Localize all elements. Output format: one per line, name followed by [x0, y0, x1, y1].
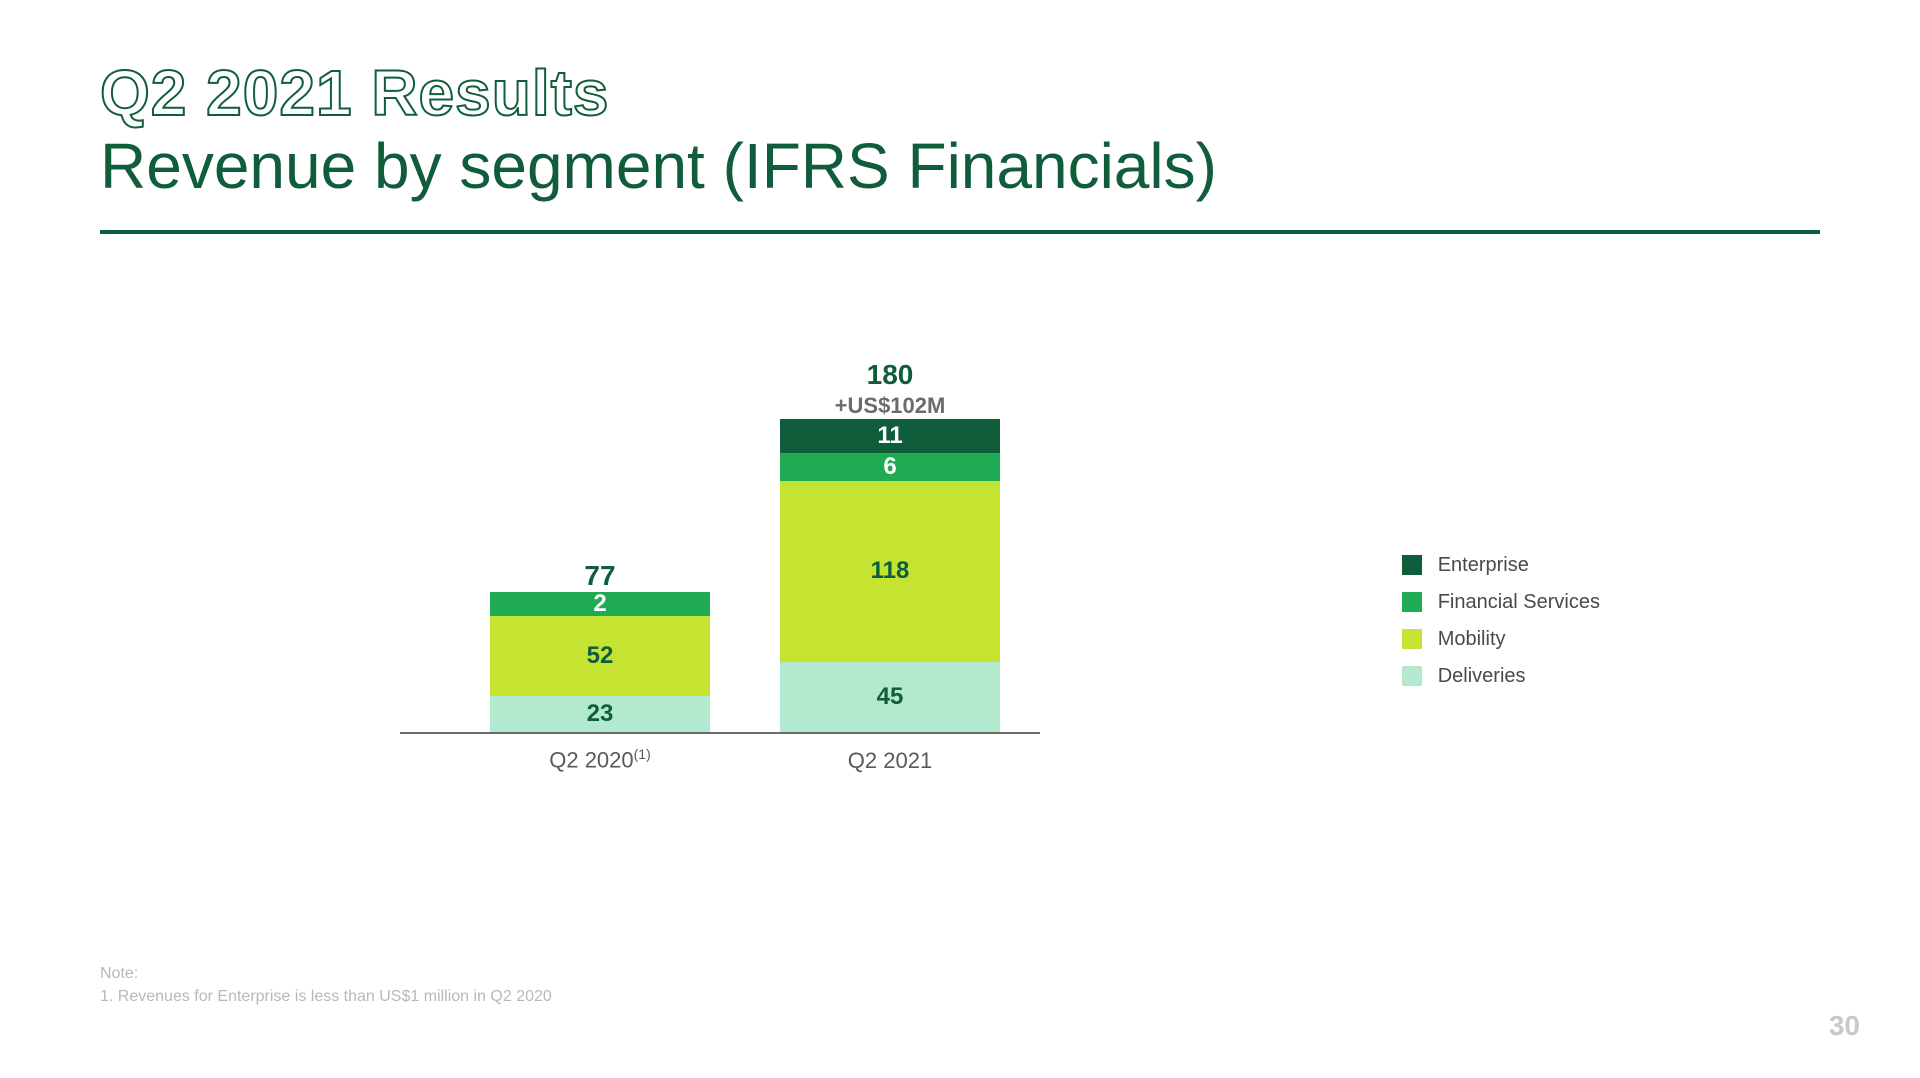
bar-segment-deliveries: 45 [780, 662, 1000, 731]
bar-x-label: Q2 2021 [780, 748, 1000, 774]
legend-item-mobility: Mobility [1402, 628, 1600, 651]
page-number: 30 [1829, 1010, 1860, 1042]
bar-segment-enterprise: 11 [780, 419, 1000, 453]
legend-swatch [1402, 592, 1422, 612]
bar-segment-financial: 2 [490, 592, 710, 616]
bar-total-value: 180 [780, 359, 1000, 391]
bar-segment-financial: 6 [780, 453, 1000, 481]
bar-total-label: 180+US$102M [780, 359, 1000, 419]
bar-delta-label: +US$102M [780, 393, 1000, 419]
footnote-heading: Note: [100, 963, 552, 985]
legend-label: Deliveries [1438, 665, 1526, 688]
title-rule [100, 230, 1820, 234]
bar-segment-mobility: 52 [490, 616, 710, 696]
footnote-line: 1. Revenues for Enterprise is less than … [100, 986, 552, 1008]
legend-item-deliveries: Deliveries [1402, 665, 1600, 688]
bar-segment-mobility: 118 [780, 481, 1000, 663]
legend-item-enterprise: Enterprise [1402, 554, 1600, 577]
slide: Q2 2021 Results Revenue by segment (IFRS… [0, 0, 1920, 1078]
legend-label: Financial Services [1438, 591, 1600, 614]
legend-label: Mobility [1438, 628, 1506, 651]
bar: 2352277 [490, 592, 710, 731]
legend-swatch [1402, 629, 1422, 649]
legend-swatch [1402, 666, 1422, 686]
bar-total-label: 77 [490, 560, 710, 592]
chart-baseline [400, 732, 1040, 734]
bar-total-value: 77 [490, 560, 710, 592]
legend-label: Enterprise [1438, 554, 1529, 577]
bar-segment-deliveries: 23 [490, 696, 710, 731]
bar-x-label: Q2 2020(1) [490, 746, 710, 773]
slide-subtitle: Revenue by segment (IFRS Financials) [100, 131, 1820, 201]
chart-container: 2352277Q2 2020(1)45118611180+US$102MQ2 2… [100, 294, 1820, 814]
footnote: Note: 1. Revenues for Enterprise is less… [100, 963, 552, 1008]
chart-plot-area: 2352277Q2 2020(1)45118611180+US$102MQ2 2… [400, 294, 1000, 814]
legend-swatch [1402, 555, 1422, 575]
bar: 45118611180+US$102M [780, 419, 1000, 732]
chart-legend: Enterprise Financial Services Mobility Deli… [1402, 554, 1600, 702]
slide-title: Q2 2021 Results [100, 60, 1820, 127]
legend-item-financial: Financial Services [1402, 591, 1600, 614]
